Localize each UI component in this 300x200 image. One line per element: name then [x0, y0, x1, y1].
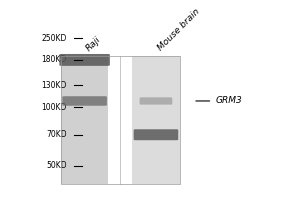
FancyBboxPatch shape [61, 56, 108, 184]
FancyBboxPatch shape [59, 54, 110, 66]
FancyBboxPatch shape [140, 97, 172, 105]
Text: 50KD: 50KD [46, 161, 67, 170]
Text: 130KD: 130KD [41, 81, 67, 90]
FancyBboxPatch shape [62, 96, 107, 106]
Text: Mouse brain: Mouse brain [156, 7, 202, 53]
Text: Raji: Raji [85, 34, 103, 53]
Text: GRM3: GRM3 [215, 96, 242, 105]
Text: 250KD: 250KD [41, 34, 67, 43]
Text: 100KD: 100KD [41, 103, 67, 112]
FancyBboxPatch shape [134, 129, 178, 140]
Text: 70KD: 70KD [46, 130, 67, 139]
FancyBboxPatch shape [132, 56, 180, 184]
Text: 180KD: 180KD [41, 55, 67, 64]
